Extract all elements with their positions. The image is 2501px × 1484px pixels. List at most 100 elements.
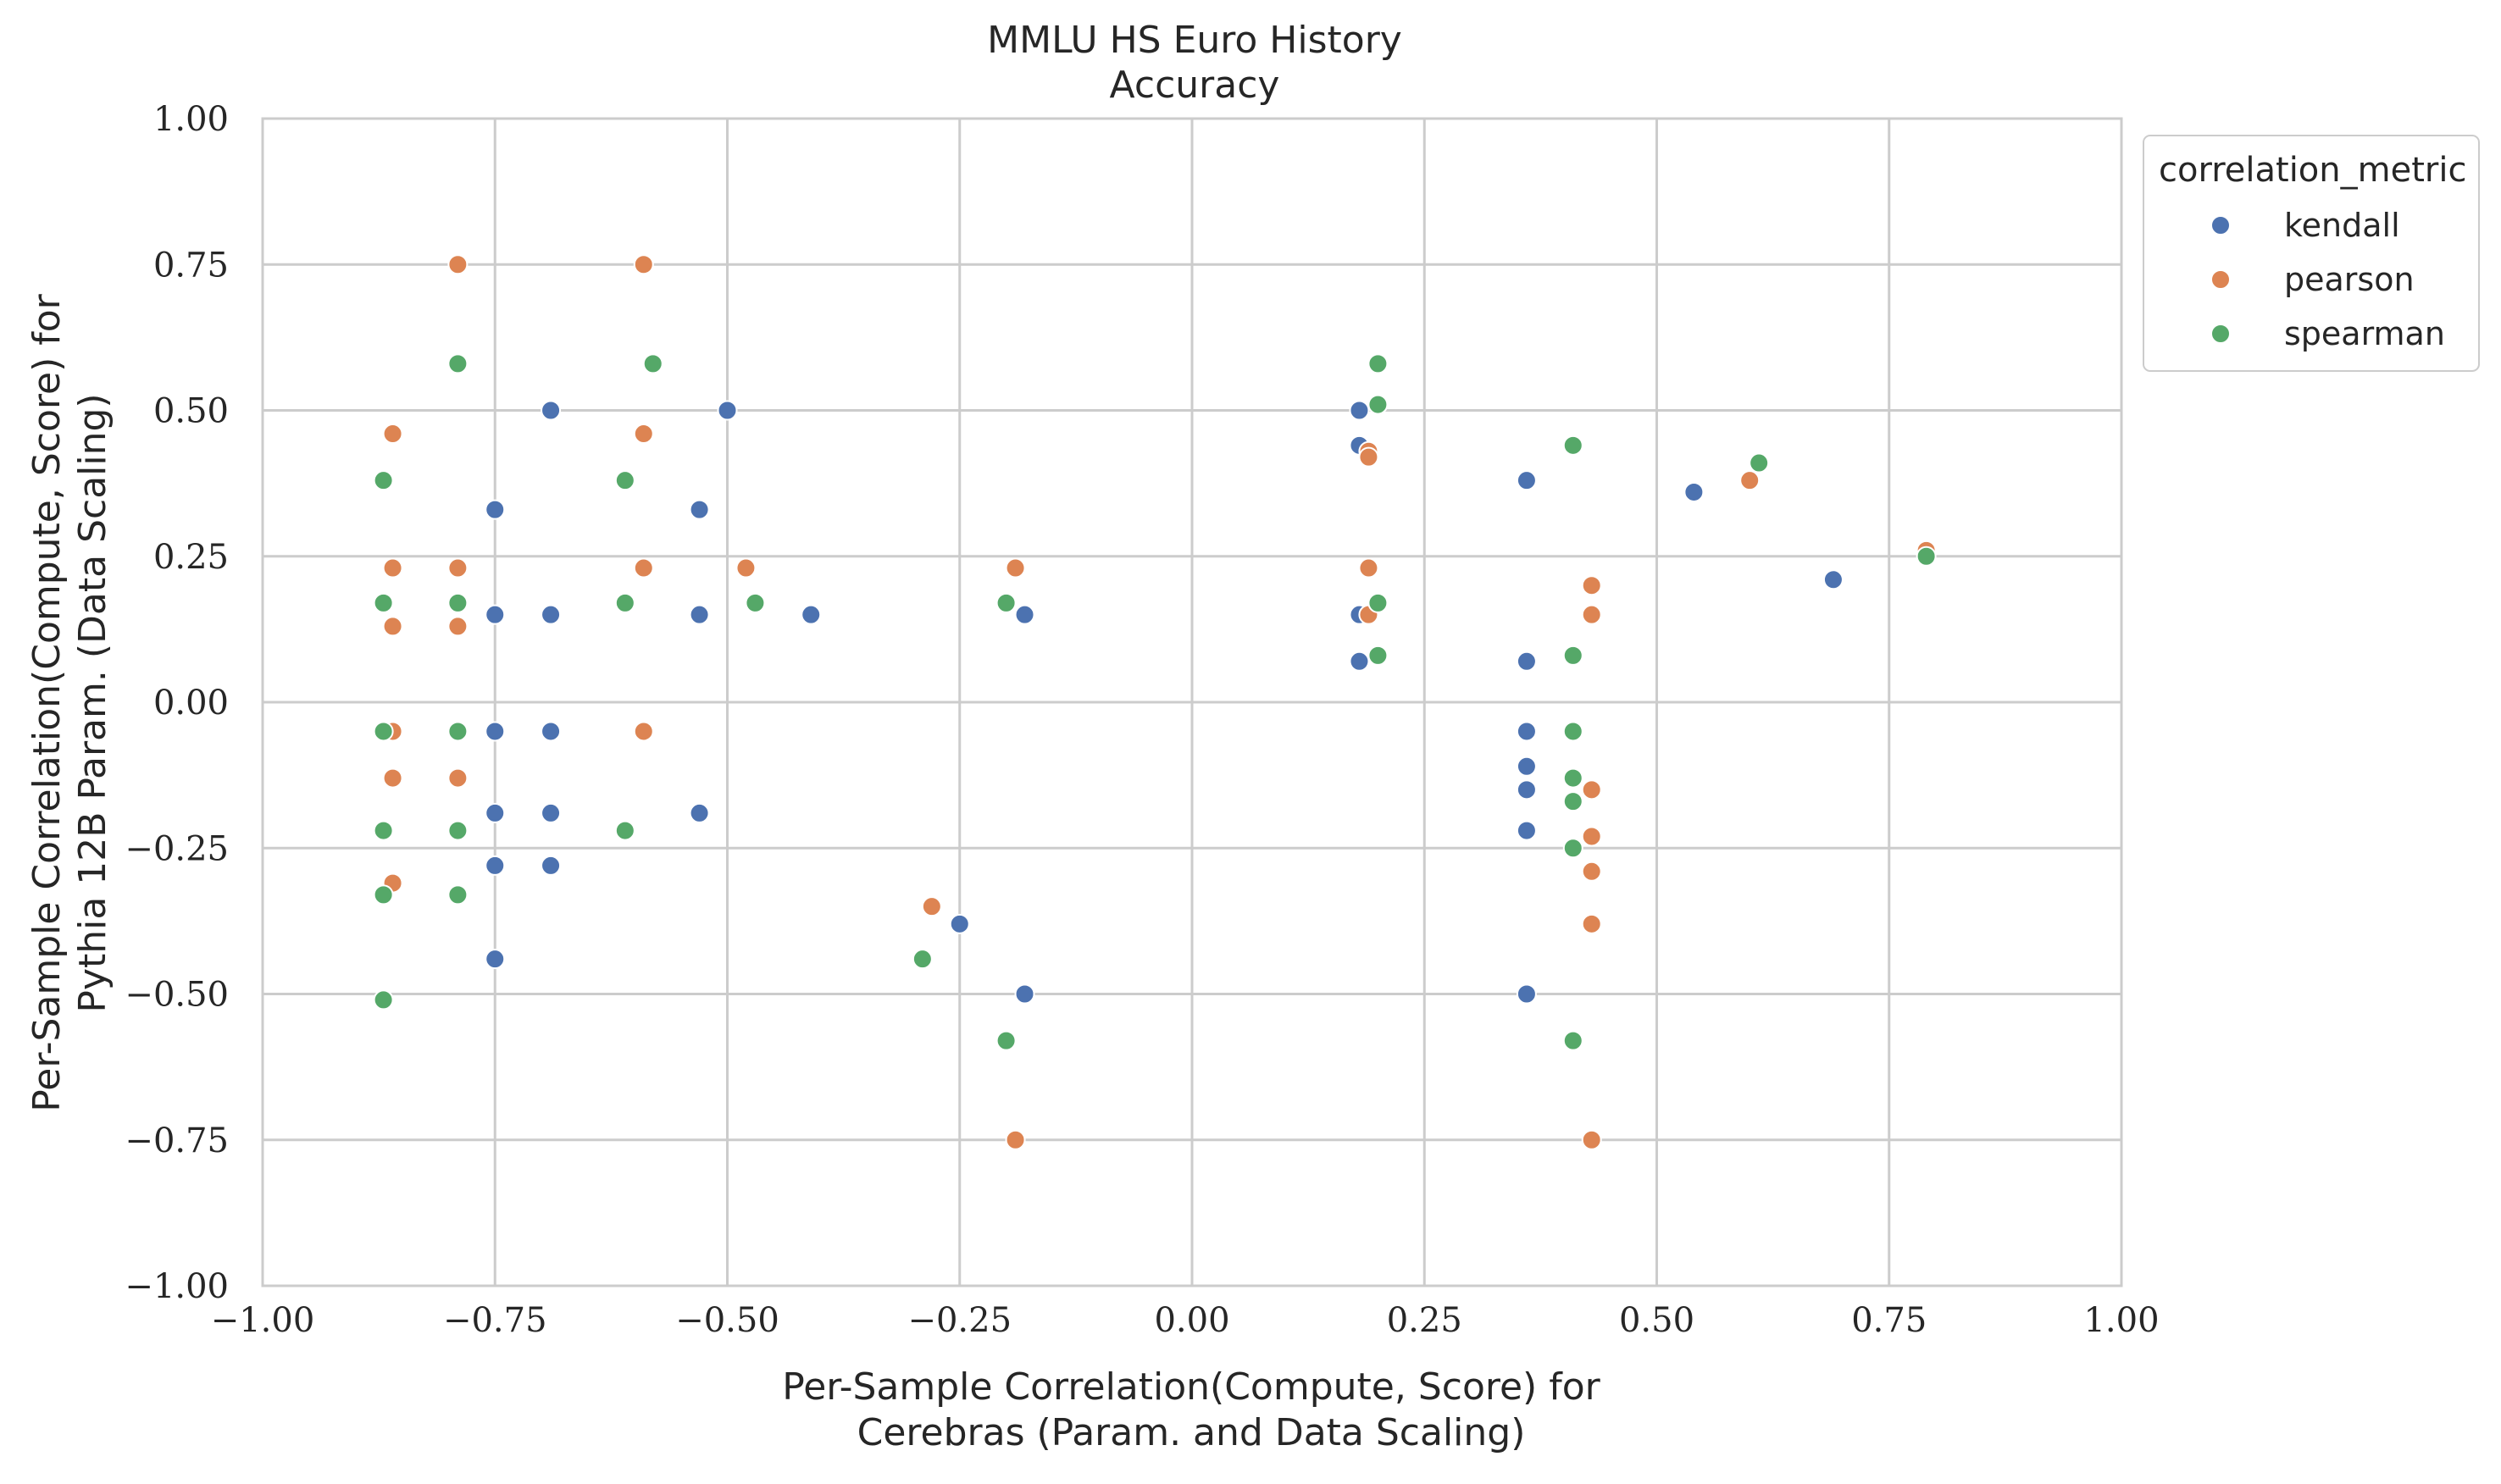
data-point-pearson [1005, 1129, 1026, 1150]
data-point-pearson [447, 767, 469, 789]
data-point-spearman [373, 820, 394, 841]
data-point-kendall [541, 400, 562, 421]
data-point-kendall [1516, 820, 1537, 841]
x-axis-label-line-2: Cerebras (Param. and Data Scaling) [857, 1411, 1526, 1454]
data-point-pearson [382, 767, 403, 789]
tick-labels: −1.00 −0.75 −0.50 −0.25 0.00 0.25 0.50 0.75 1.00… [125, 100, 2159, 1340]
data-point-kendall [485, 802, 506, 823]
data-point-spearman [1367, 394, 1389, 415]
data-point-kendall [1822, 569, 1844, 590]
legend-label-pearson: pearson [2284, 261, 2415, 298]
y-tick-label: −0.25 [125, 829, 229, 868]
y-tick-label: 0.00 [153, 684, 229, 723]
x-axis-label-line-1: Per-Sample Correlation(Compute, Score) f… [782, 1365, 1600, 1409]
data-point-spearman [642, 353, 663, 374]
legend-item-spearman: spearman [2210, 315, 2445, 352]
data-point-kendall [1516, 651, 1537, 672]
x-tick-label: −0.50 [675, 1301, 779, 1340]
data-point-pearson [447, 557, 469, 579]
x-tick-label: 1.00 [2083, 1301, 2159, 1340]
data-point-pearson [633, 424, 654, 445]
data-point-pearson [1581, 604, 1602, 625]
data-point-kendall [1349, 400, 1370, 421]
chart-title: MMLU HS Euro History [987, 19, 1402, 62]
y-tick-label: 1.00 [153, 100, 229, 139]
data-point-pearson [1581, 861, 1602, 882]
data-point-kendall [949, 913, 970, 934]
data-point-spearman [614, 470, 635, 491]
legend-label-kendall: kendall [2284, 207, 2400, 244]
y-tick-label: −0.75 [125, 1121, 229, 1160]
data-point-spearman [373, 721, 394, 742]
data-point-kendall [717, 400, 738, 421]
y-axis-label-line-1: Per-Sample Correlation(Compute, Score) f… [25, 293, 69, 1111]
data-point-spearman [1562, 767, 1583, 789]
data-point-spearman [1562, 645, 1583, 666]
data-point-spearman [447, 884, 469, 905]
y-tick-label: 0.50 [153, 392, 229, 431]
data-point-kendall [1349, 651, 1370, 672]
y-tick-label: −1.00 [125, 1267, 229, 1306]
data-point-spearman [995, 1030, 1017, 1051]
data-point-pearson [633, 721, 654, 742]
data-point-kendall [1014, 604, 1035, 625]
data-point-pearson [921, 896, 942, 917]
data-point-spearman [447, 820, 469, 841]
data-point-pearson [633, 557, 654, 579]
y-tick-label: −0.50 [125, 976, 229, 1015]
data-point-kendall [689, 604, 710, 625]
data-point-pearson [1005, 557, 1026, 579]
legend: correlation_metric kendall pearson spearma… [2143, 135, 2480, 372]
data-point-kendall [1516, 756, 1537, 777]
chart-subtitle: Accuracy [1110, 64, 1280, 107]
data-point-kendall [541, 604, 562, 625]
data-point-kendall [541, 721, 562, 742]
x-tick-label: 0.75 [1851, 1301, 1927, 1340]
x-tick-label: −0.75 [443, 1301, 547, 1340]
data-point-spearman [373, 470, 394, 491]
data-point-spearman [1367, 645, 1389, 666]
data-point-pearson [447, 254, 469, 275]
x-tick-label: 0.00 [1154, 1301, 1229, 1340]
data-point-kendall [485, 499, 506, 520]
x-tick-label: 0.25 [1387, 1301, 1462, 1340]
data-point-spearman [447, 592, 469, 613]
data-point-spearman [745, 592, 766, 613]
data-point-pearson [1581, 826, 1602, 847]
data-point-pearson [1581, 913, 1602, 934]
data-point-pearson [1358, 446, 1379, 468]
data-point-kendall [1516, 983, 1537, 1005]
data-point-pearson [447, 616, 469, 637]
data-point-kendall [1683, 481, 1705, 502]
data-point-pearson [382, 616, 403, 637]
data-point-spearman [1562, 838, 1583, 859]
x-tick-label: −0.25 [907, 1301, 1012, 1340]
plot-frame [261, 117, 2123, 1287]
data-point-spearman [614, 820, 635, 841]
data-point-pearson [735, 557, 757, 579]
legend-marker-pearson [2210, 269, 2231, 290]
data-point-kendall [485, 855, 506, 876]
data-point-spearman [912, 949, 933, 970]
data-point-spearman [1367, 353, 1389, 374]
data-point-kendall [801, 604, 822, 625]
data-point-spearman [1562, 1030, 1583, 1051]
data-point-pearson [1581, 575, 1602, 596]
data-point-spearman [373, 989, 394, 1011]
data-point-pearson [382, 424, 403, 445]
legend-title: correlation_metric [2159, 151, 2466, 190]
data-point-spearman [1367, 592, 1389, 613]
data-point-spearman [373, 592, 394, 613]
legend-items: kendall pearson spearman [2210, 207, 2445, 352]
data-point-kendall [1516, 721, 1537, 742]
data-point-spearman [1562, 791, 1583, 812]
data-point-spearman [447, 353, 469, 374]
data-point-pearson [633, 254, 654, 275]
x-tick-label: −1.00 [211, 1301, 315, 1340]
y-axis-label-line-2: Pythia 12B Param. (Data Scaling) [71, 393, 114, 1012]
data-point-kendall [689, 802, 710, 823]
data-point-pearson [1358, 557, 1379, 579]
data-point-spearman [614, 592, 635, 613]
y-tick-label: 0.75 [153, 246, 229, 285]
